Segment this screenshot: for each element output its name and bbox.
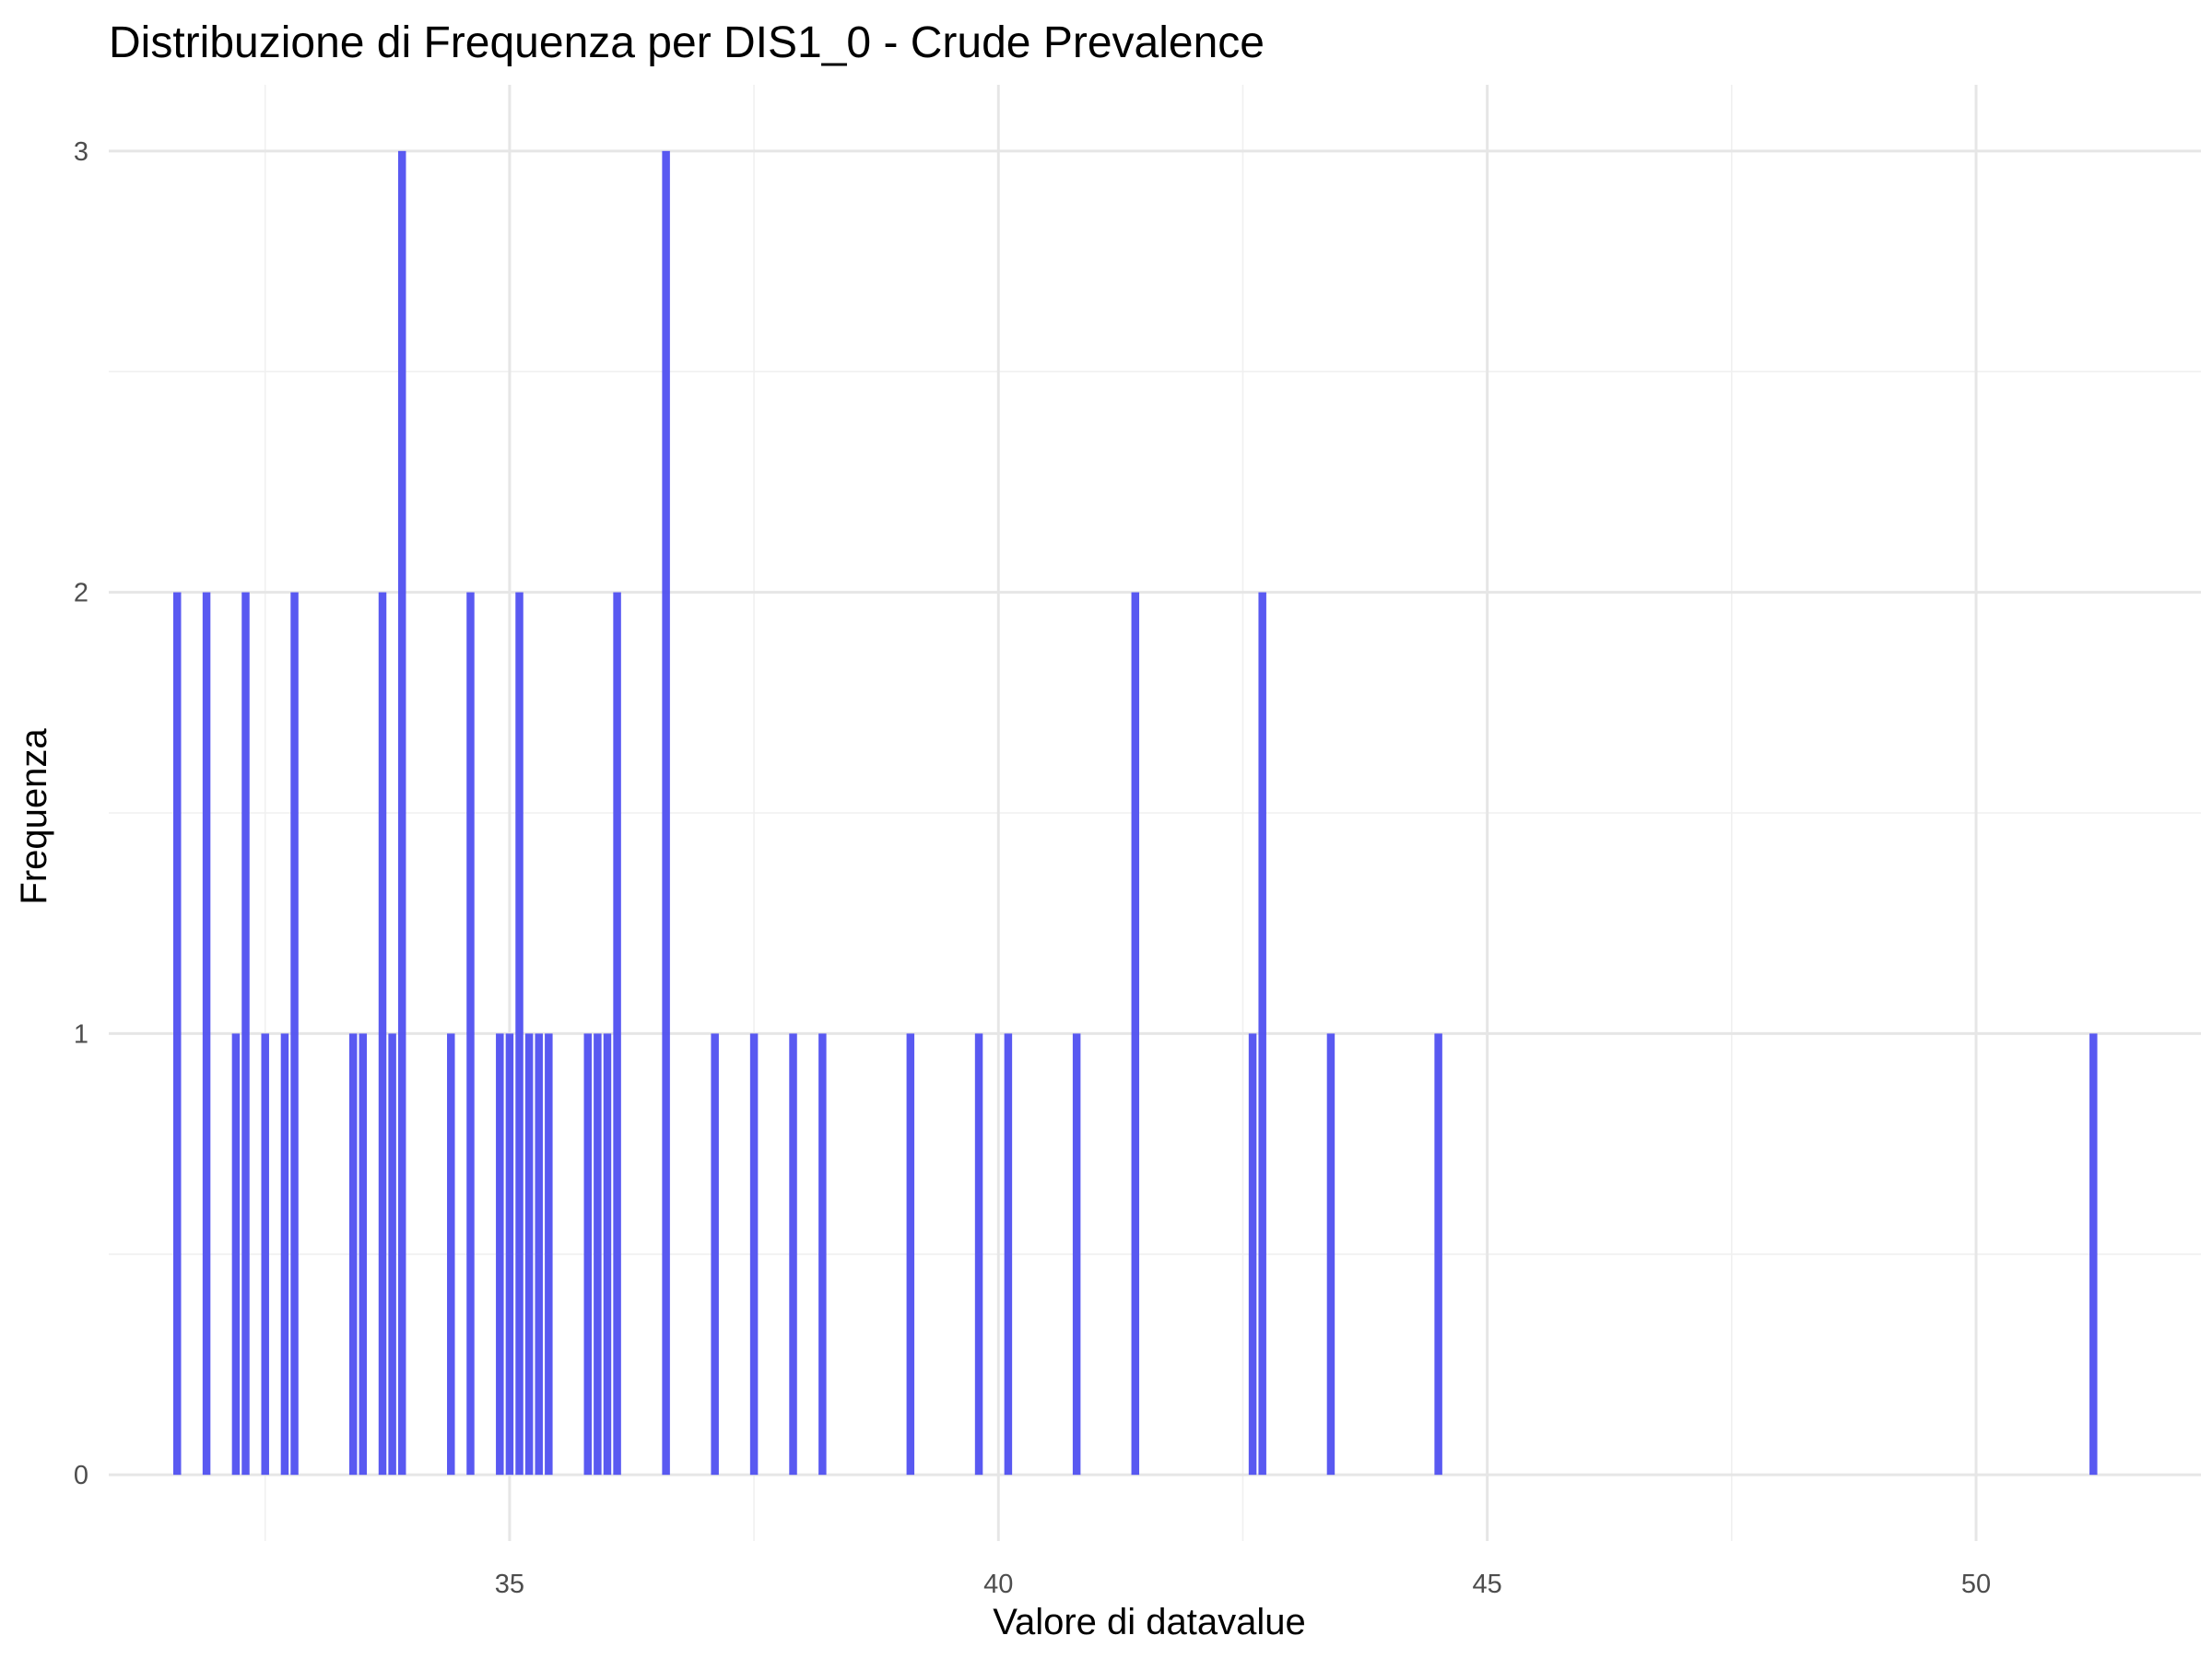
y-axis-label: Frequenza — [14, 728, 54, 905]
histogram-bar — [818, 1033, 827, 1476]
histogram-bar — [241, 592, 250, 1476]
y-tick-label: 2 — [74, 579, 88, 608]
x-tick-label: 45 — [1473, 1570, 1502, 1599]
x-axis-label: Valore di datavalue — [993, 1602, 1306, 1642]
histogram-bar — [545, 1033, 553, 1476]
histogram-bar — [535, 1033, 543, 1476]
minor-gridlines — [109, 85, 2201, 1541]
histogram-bar — [974, 1033, 983, 1476]
histogram-bar — [613, 592, 621, 1476]
histogram-bars — [173, 150, 2098, 1476]
histogram-bar — [378, 592, 387, 1476]
histogram-bar — [231, 1033, 241, 1476]
chart-title: Distribuzione di Frequenza per DIS1_0 - … — [109, 18, 1265, 67]
histogram-bar — [348, 1033, 358, 1476]
histogram-bar — [447, 1033, 455, 1476]
histogram-bar — [1004, 1033, 1013, 1476]
histogram-bar — [583, 1033, 593, 1476]
histogram-bar — [603, 1033, 612, 1476]
histogram-bar — [290, 592, 299, 1476]
histogram-bar — [524, 1033, 534, 1476]
histogram-bar — [280, 1033, 289, 1476]
histogram-bar — [202, 592, 211, 1476]
histogram-bar — [789, 1033, 797, 1476]
histogram-bar — [749, 1033, 759, 1476]
histogram-bar — [1072, 1033, 1081, 1476]
histogram-bar — [1434, 1033, 1442, 1476]
x-axis-ticks: 35 40 45 50 — [495, 1570, 1991, 1599]
histogram-bar — [2089, 1033, 2098, 1476]
x-tick-label: 50 — [1961, 1570, 1991, 1599]
y-axis-ticks: 0 1 2 3 — [74, 137, 88, 1490]
x-tick-label: 40 — [983, 1570, 1013, 1599]
histogram-bar — [1248, 1033, 1257, 1476]
y-tick-label: 0 — [74, 1461, 88, 1490]
histogram-bar — [496, 1033, 504, 1476]
histogram-bar — [261, 1033, 269, 1476]
major-gridlines — [109, 85, 2201, 1541]
histogram-bar — [711, 1033, 719, 1476]
x-tick-label: 35 — [495, 1570, 524, 1599]
histogram-bar — [173, 592, 182, 1476]
histogram-bar — [662, 150, 670, 1476]
histogram-bar — [594, 1033, 602, 1476]
histogram-bar — [388, 1033, 396, 1476]
histogram-bar — [515, 592, 524, 1476]
histogram-bar — [1258, 592, 1266, 1476]
histogram-bar — [397, 150, 406, 1476]
histogram-bar — [359, 1033, 368, 1476]
histogram-bar — [1131, 592, 1140, 1476]
histogram-bar — [906, 1033, 915, 1476]
histogram-bar — [505, 1033, 514, 1476]
y-tick-label: 3 — [74, 137, 88, 167]
y-tick-label: 1 — [74, 1019, 88, 1049]
histogram-bar — [1326, 1033, 1335, 1476]
histogram-bar — [466, 592, 475, 1476]
